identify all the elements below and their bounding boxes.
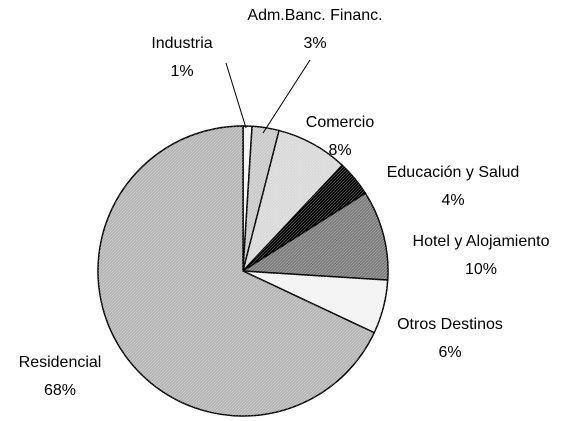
slice-texture: [243, 193, 388, 281]
slice-value-label: 8%: [328, 142, 351, 159]
slice-value-label: 4%: [441, 192, 464, 209]
leader-line: [262, 59, 311, 134]
slice-category: Hotel y Alojamiento: [413, 233, 550, 250]
slice-value-label: 3%: [303, 35, 326, 52]
slice-category: Adm.Banc. Financ.: [247, 7, 382, 24]
slice-category: Educación y Salud: [387, 164, 520, 181]
slice-label: Comercio 8%: [306, 114, 375, 159]
slice-label: Hotel y Alojamiento 10%: [413, 233, 550, 278]
slice-texture: [243, 130, 343, 271]
slice-category: Comercio: [306, 114, 375, 131]
slice-value-label: 10%: [465, 261, 497, 278]
slice-category: Residencial: [19, 354, 102, 371]
slice-label: Otros Destinos 6%: [397, 316, 503, 361]
slice-value-label: 1%: [170, 63, 193, 80]
slice-texture: [243, 271, 388, 333]
slice-label: Adm.Banc. Financ. 3%: [247, 7, 382, 52]
slice-label: Residencial 68%: [19, 354, 102, 399]
slice-category: Industria: [151, 35, 212, 52]
slice-value-label: 6%: [438, 344, 461, 361]
slice-label: Educación y Salud 4%: [387, 164, 520, 209]
slice-label: Industria 1%: [151, 35, 212, 80]
slice-texture: [243, 165, 366, 271]
slice-category: Otros Destinos: [397, 316, 503, 333]
slice-value-label: 68%: [44, 382, 76, 399]
leader-line: [225, 62, 247, 129]
slice-texture: [98, 126, 375, 417]
